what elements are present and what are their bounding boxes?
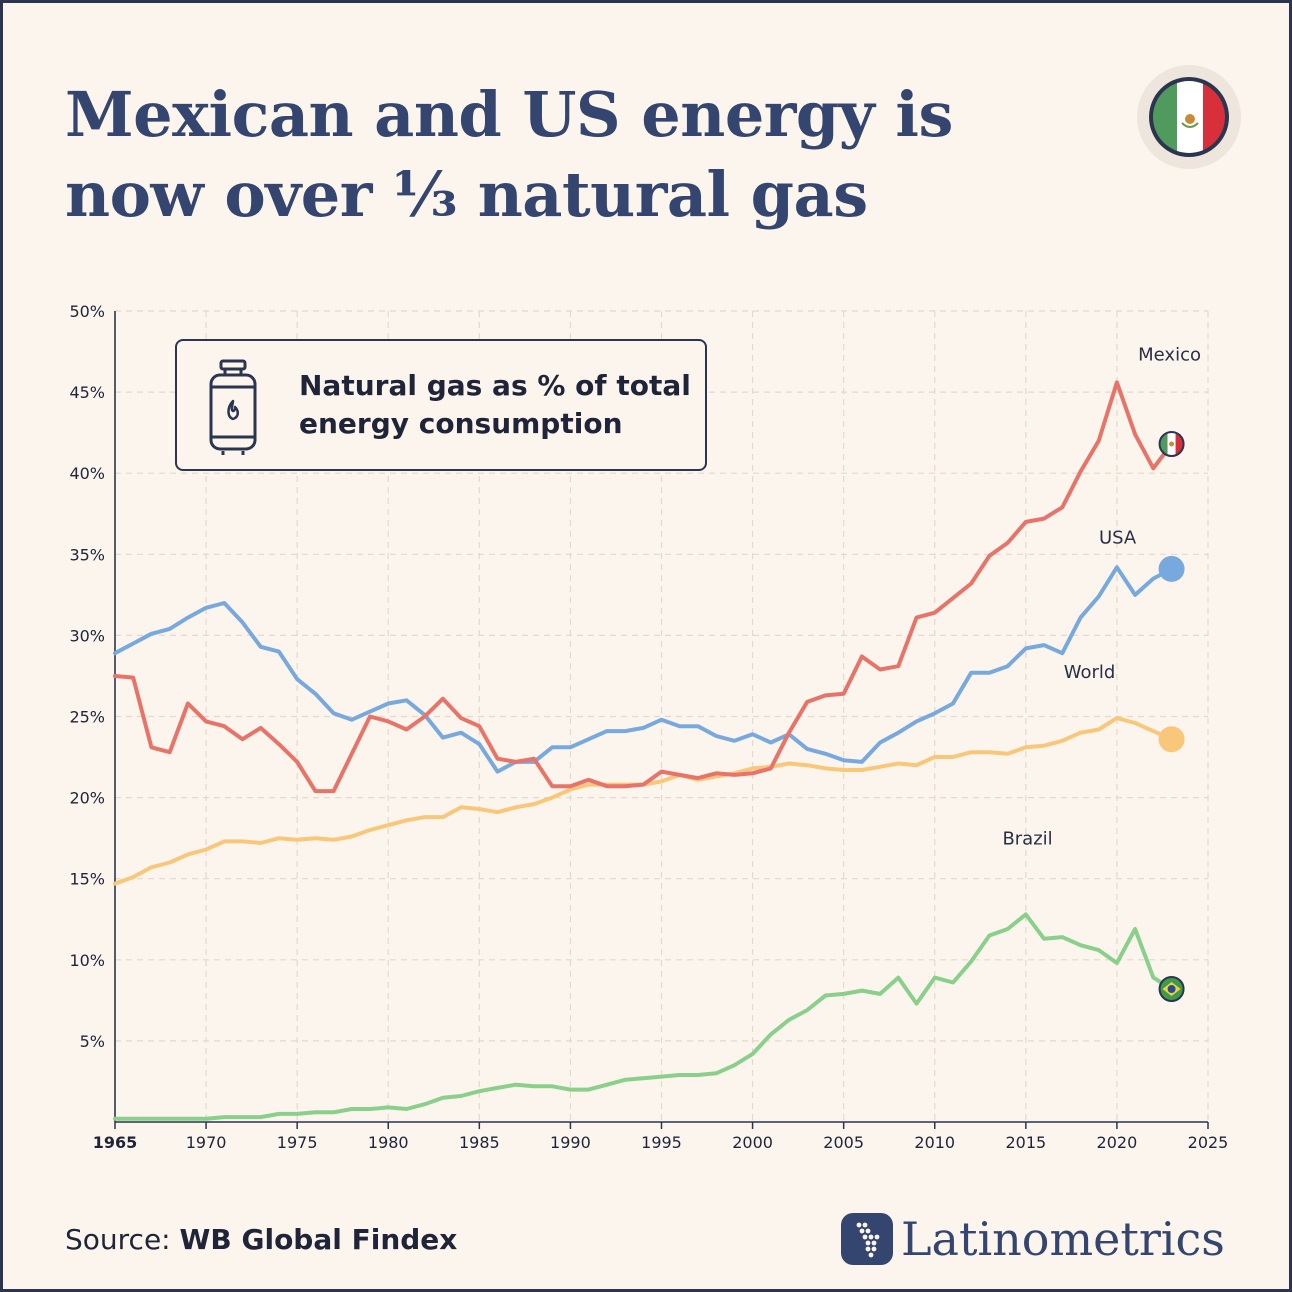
flag-emblem	[1169, 441, 1175, 447]
y-tick-label: 45%	[69, 383, 105, 402]
x-tick-label: 1990	[550, 1133, 591, 1152]
x-tick-label: 1970	[186, 1133, 227, 1152]
series-label-brazil: Brazil	[1002, 828, 1052, 849]
x-tick-label: 2005	[823, 1133, 864, 1152]
source-citation: Source: WB Global Findex	[65, 1223, 457, 1256]
brazil-flag-icon	[1158, 975, 1185, 1002]
chart-legend-text: Natural gas as % of total energy consump…	[299, 369, 691, 440]
line-chart: 50%45%40%35%30%25%20%15%10%5% 1965 1970 19…	[69, 302, 1229, 1152]
flag-fill	[1159, 432, 1184, 457]
gas-cylinder-icon	[209, 359, 257, 455]
y-tick-label: 35%	[69, 545, 105, 564]
x-tick-label: 2020	[1097, 1133, 1138, 1152]
chart-legend-box: Natural gas as % of total energy consump…	[175, 339, 707, 471]
x-tick-label: 2015	[1005, 1133, 1046, 1152]
canvas: Mexican and US energy is now over ⅓ natu…	[3, 3, 1289, 1289]
x-tick-label: 1995	[641, 1133, 682, 1152]
y-tick-label: 30%	[69, 626, 105, 645]
series-lines	[113, 380, 1174, 1121]
series-label-usa: USA	[1099, 527, 1137, 548]
x-tick-label: 1985	[459, 1133, 500, 1152]
series-line-usa	[113, 565, 1174, 774]
mexico-flag-icon	[1137, 65, 1241, 169]
x-tick-label: 1980	[368, 1133, 409, 1152]
series-end-markers	[1158, 431, 1185, 1002]
chart-axes	[114, 311, 1209, 1129]
y-tick-label: 40%	[69, 464, 105, 483]
y-tick-label: 20%	[69, 789, 105, 808]
source-prefix: Source:	[65, 1223, 171, 1256]
series-labels: Brazil World USA Mexico	[1002, 344, 1201, 849]
y-tick-label: 15%	[69, 870, 105, 889]
end-dot-usa	[1158, 555, 1185, 582]
flag-stripe-red	[1175, 432, 1184, 457]
x-axis-ticks: 1965 1970 1975 1980 1985 1990 1995 2000 2005 2010…	[93, 1133, 1229, 1152]
y-tick-label: 50%	[69, 302, 105, 321]
series-line-world	[113, 716, 1174, 886]
latin-america-map-icon	[841, 1213, 893, 1265]
x-tick-label: 2000	[732, 1133, 773, 1152]
y-axis-ticks: 50% 45% 40% 35% 30% 25% 20% 15% 10% 5%	[69, 302, 105, 1051]
page-title: Mexican and US energy is now over ⅓ natu…	[65, 78, 953, 231]
x-tick-label: 2010	[914, 1133, 955, 1152]
x-tick-label: 1965	[93, 1133, 138, 1152]
series-label-mexico: Mexico	[1138, 344, 1201, 365]
y-tick-label: 10%	[69, 951, 105, 970]
flag-globe	[1167, 984, 1176, 993]
series-label-world: World	[1064, 662, 1116, 683]
y-tick-label: 5%	[80, 1032, 105, 1051]
y-tick-label: 25%	[69, 708, 105, 727]
mexico-flag-icon	[1158, 431, 1185, 458]
series-line-mexico	[113, 380, 1174, 794]
source-name: WB Global Findex	[179, 1223, 458, 1256]
x-tick-label: 2025	[1188, 1133, 1229, 1152]
brand-name: Latinometrics	[901, 1212, 1225, 1266]
flag-stripe-green	[1159, 432, 1168, 457]
series-line-brazil	[113, 912, 1174, 1121]
x-tick-label: 1975	[277, 1133, 318, 1152]
flag-ring	[1158, 431, 1185, 458]
end-dot-world	[1158, 726, 1185, 753]
